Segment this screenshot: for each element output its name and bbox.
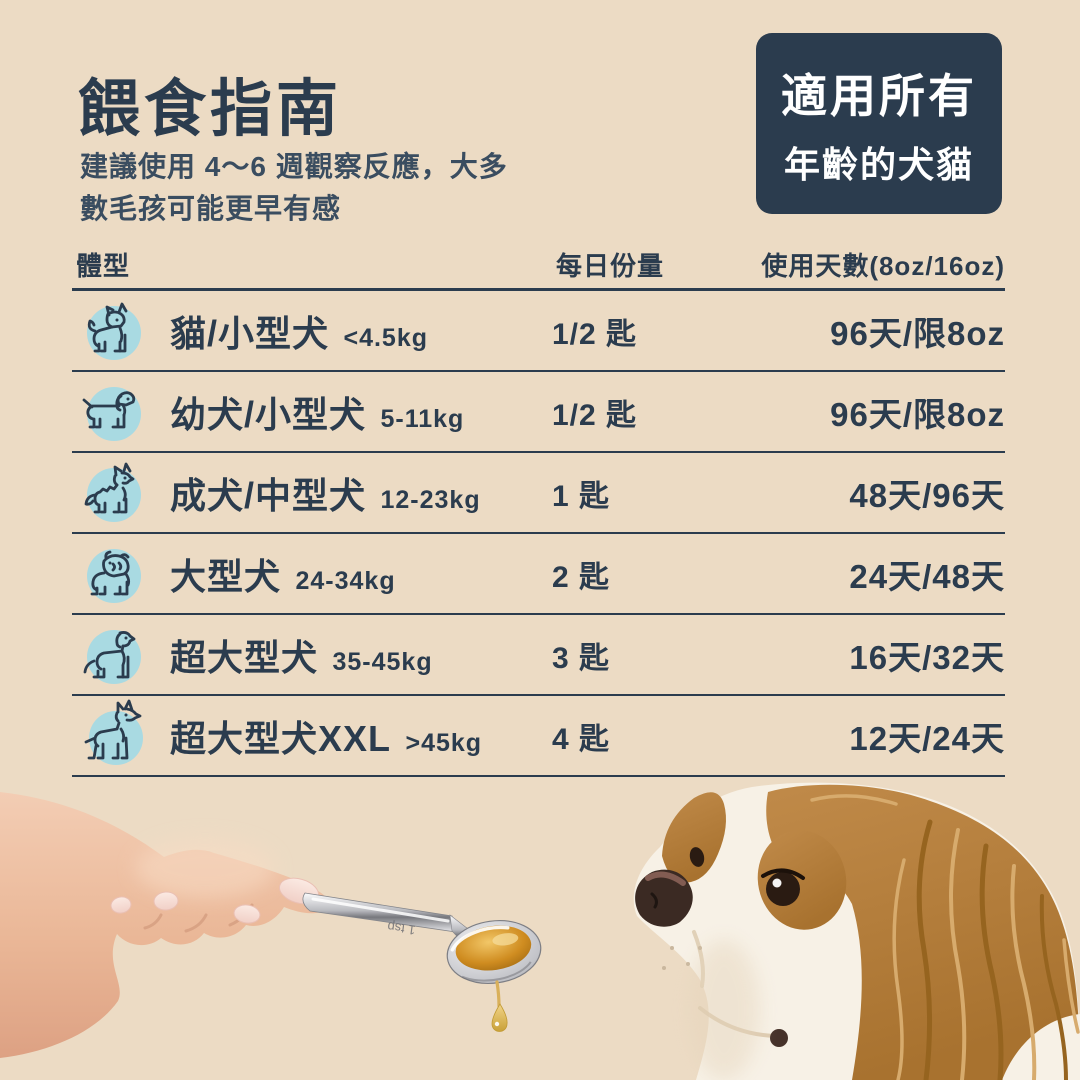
daily-dose: 4 匙 [552, 722, 611, 756]
row-label: 成犬/中型犬 12-23kg [170, 467, 552, 519]
weight-range: 12-23kg [380, 485, 481, 514]
table-row: 超大型犬XXL >45kg 4 匙 12天/24天 [72, 696, 1005, 777]
daily-dose: 3 匙 [552, 641, 611, 675]
retriever-icon [72, 617, 170, 693]
badge-line-2: 年齡的犬貓 [783, 143, 974, 185]
oil-drip [495, 980, 501, 1008]
row-label: 大型犬 24-34kg [170, 548, 552, 600]
days-supply: 48天/96天 [849, 476, 1005, 514]
days-supply: 96天/限8oz [830, 395, 1005, 433]
weight-range: 35-45kg [332, 647, 433, 676]
oil-drop [491, 1003, 508, 1032]
dog-illustration [633, 782, 1080, 1080]
subtitle-line-1: 建議使用 4～6 週觀察反應，大多 [80, 151, 508, 182]
table-row: 大型犬 24-34kg 2 匙 24天/48天 [72, 534, 1005, 615]
table-row: 成犬/中型犬 12-23kg 1 匙 48天/96天 [72, 453, 1005, 534]
corgi-icon [72, 455, 170, 531]
column-header-daily-dose: 每日份量 [556, 250, 665, 281]
page-subtitle: 建議使用 4～6 週觀察反應，大多 數毛孩可能更早有感 [80, 146, 508, 230]
page-title: 餵食指南 [78, 75, 343, 144]
spoon-engraving-label: 1 tsp [386, 919, 416, 938]
daily-dose: 1 匙 [552, 479, 611, 513]
weight-range: 24-34kg [295, 566, 396, 595]
badge-line-1: 適用所有 [781, 69, 977, 122]
table-header-row: 體型 每日份量 使用天數(8oz/16oz) [72, 240, 1005, 291]
table-row: 幼犬/小型犬 5-11kg 1/2 匙 96天/限8oz [72, 372, 1005, 453]
all-ages-badge: 適用所有 年齡的犬貓 [756, 33, 1002, 214]
days-supply: 96天/限8oz [830, 314, 1005, 352]
small-dog-icon [72, 293, 170, 369]
pet-size-label: 幼犬/小型犬 [170, 393, 367, 435]
table-row: 貓/小型犬 <4.5kg 1/2 匙 96天/限8oz [72, 291, 1005, 372]
pet-size-label: 超大型犬XXL [170, 717, 392, 759]
hand-illustration [0, 792, 329, 1058]
subtitle-line-2: 數毛孩可能更早有感 [80, 193, 342, 224]
pet-size-label: 貓/小型犬 [170, 312, 330, 354]
weight-range: >45kg [405, 728, 483, 757]
dog-chin-spot [770, 1029, 788, 1047]
column-header-body-type: 體型 [76, 250, 131, 281]
feeding-table: 體型 每日份量 使用天數(8oz/16oz) [72, 240, 1005, 777]
daily-dose: 1/2 匙 [552, 398, 638, 432]
measuring-spoon: 1 tsp [302, 892, 542, 1032]
dachshund-icon [72, 374, 170, 450]
dog-near-eye [761, 868, 805, 906]
days-supply: 24天/48天 [849, 557, 1005, 595]
row-label: 貓/小型犬 <4.5kg [170, 305, 552, 357]
days-supply: 16天/32天 [849, 638, 1005, 676]
pet-size-label: 成犬/中型犬 [170, 474, 367, 516]
dog-nose [635, 869, 693, 927]
column-header-days: 使用天數(8oz/16oz) [761, 250, 1005, 281]
table-row: 超大型犬 35-45kg 3 匙 16天/32天 [72, 615, 1005, 696]
row-label: 超大型犬XXL >45kg [170, 710, 552, 762]
pet-size-label: 超大型犬 [170, 636, 319, 678]
row-label: 幼犬/小型犬 5-11kg [170, 386, 552, 438]
bulldog-icon [72, 536, 170, 612]
dog-far-eye [689, 847, 705, 867]
row-label: 超大型犬 35-45kg [170, 629, 552, 681]
weight-range: <4.5kg [343, 323, 428, 352]
great-dane-icon [72, 698, 170, 774]
weight-range: 5-11kg [380, 404, 465, 433]
daily-dose: 1/2 匙 [552, 317, 638, 351]
days-supply: 12天/24天 [849, 719, 1005, 757]
daily-dose: 2 匙 [552, 560, 611, 594]
pet-size-label: 大型犬 [170, 555, 282, 597]
